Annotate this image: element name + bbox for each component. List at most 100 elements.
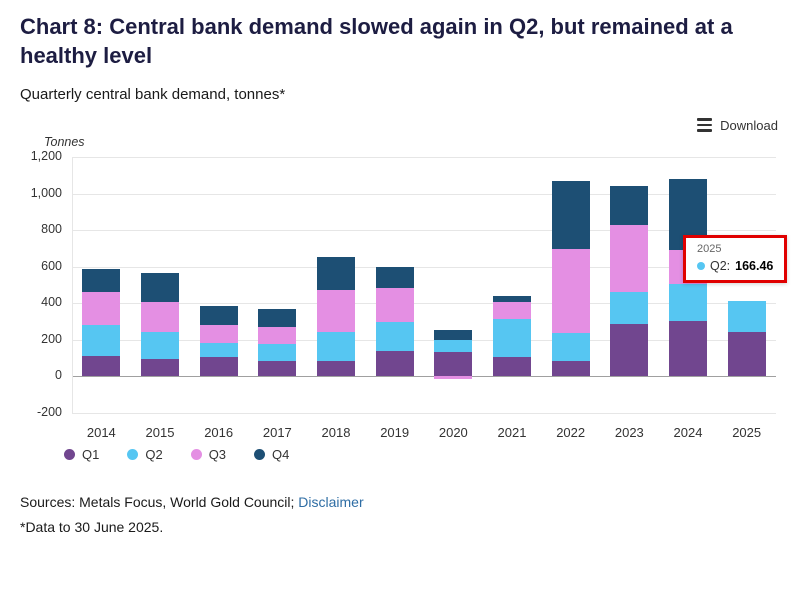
tooltip-year: 2025 <box>697 243 722 256</box>
bar-2014-Q2[interactable] <box>82 325 121 357</box>
bar-2019-Q4[interactable] <box>375 266 414 288</box>
gridline-600 <box>72 266 776 268</box>
bar-2021-Q1[interactable] <box>493 357 531 377</box>
bar-2024-Q1[interactable] <box>669 320 707 377</box>
chart-area: Tonnes 2025 Q2: 166.46 1,200 1,000 800 600 4… <box>20 135 788 441</box>
bar-2020-Q1[interactable] <box>434 351 473 377</box>
gridline-200 <box>72 339 776 341</box>
bar-2016-Q4[interactable] <box>199 306 238 326</box>
x-tick-2025: 2025 <box>732 425 762 441</box>
bar-2022-Q4[interactable] <box>551 180 590 249</box>
sources-line: Sources: Metals Focus, World Gold Counci… <box>20 494 778 510</box>
x-tick-2020: 2020 <box>438 425 468 441</box>
bar-2024-Q2[interactable] <box>669 283 707 321</box>
disclaimer-link[interactable]: Disclaimer <box>298 494 364 511</box>
sources-text: Sources: Metals Focus, World Gold Counci… <box>20 494 299 511</box>
gridline-0 <box>72 376 776 378</box>
y-tick-label-600: 600 <box>41 258 62 273</box>
legend-item-Q3[interactable]: Q3 <box>190 447 227 463</box>
menu-icon <box>697 118 713 132</box>
bar-2023-Q2[interactable] <box>610 292 649 325</box>
bar-2022-Q2[interactable] <box>551 332 590 362</box>
bar-2021-Q4[interactable] <box>493 296 531 302</box>
x-tick-2016: 2016 <box>204 425 234 441</box>
legend-dot-icon-Q3 <box>190 449 202 461</box>
footnote: *Data to 30 June 2025. <box>20 519 164 536</box>
bar-2017-Q3[interactable] <box>258 327 297 344</box>
gridline--200 <box>72 413 776 415</box>
y-tick-label-0: 0 <box>55 368 62 383</box>
bar-2017-Q4[interactable] <box>258 308 297 328</box>
legend-dot-icon-Q4 <box>254 449 266 461</box>
bar-2019-Q2[interactable] <box>375 321 414 351</box>
x-tick-2015: 2015 <box>145 425 175 441</box>
page-title: Chart 8: Central bank demand slowed agai… <box>20 14 733 69</box>
y-axis-line <box>72 157 73 414</box>
chart-legend: Q1 Q2 Q3 Q4 <box>64 447 778 462</box>
bar-2014-Q3[interactable] <box>82 292 121 326</box>
bar-2016-Q2[interactable] <box>199 342 238 358</box>
bar-2021-Q3[interactable] <box>493 301 531 319</box>
y-tick-label-400: 400 <box>41 295 62 310</box>
bar-2020-Q4[interactable] <box>434 329 473 340</box>
x-tick-2023: 2023 <box>614 425 644 441</box>
x-tick-2018: 2018 <box>321 425 351 441</box>
legend-dot-icon-Q1 <box>64 449 75 461</box>
page: Chart 8: Central bank demand slowed agai… <box>20 14 788 536</box>
x-tick-2014: 2014 <box>86 425 116 441</box>
x-tick-2024: 2024 <box>673 425 703 441</box>
bar-2018-Q2[interactable] <box>317 331 355 361</box>
bar-2018-Q1[interactable] <box>317 360 355 377</box>
bar-2023-Q3[interactable] <box>610 224 649 293</box>
bar-2022-Q3[interactable] <box>551 248 590 333</box>
tooltip-row: Q2: 166.46 <box>697 259 773 273</box>
chart-tooltip: 2025 Q2: 166.46 <box>683 235 788 284</box>
y-tick-label-200: 200 <box>41 331 62 346</box>
y-tick-label-1200: 1,200 <box>30 149 62 164</box>
legend-label-Q2: Q2 <box>145 447 163 463</box>
q2-series-dot-icon <box>697 262 705 271</box>
legend-label-Q3: Q3 <box>208 447 227 463</box>
tooltip-series-label: Q2: <box>710 259 731 274</box>
bar-2015-Q2[interactable] <box>141 332 179 359</box>
bar-2017-Q1[interactable] <box>258 360 297 377</box>
gridline-800 <box>72 230 776 232</box>
x-tick-2021: 2021 <box>497 425 527 441</box>
chart-subtitle: Quarterly central bank demand, tonnes* <box>20 86 286 104</box>
bar-2020-Q3[interactable] <box>434 376 473 379</box>
bar-2015-Q4[interactable] <box>141 272 179 303</box>
bar-2016-Q3[interactable] <box>199 325 238 343</box>
y-tick-label--200: -200 <box>36 405 62 420</box>
gridline-1200 <box>72 157 776 159</box>
download-button[interactable]: Download <box>20 115 778 135</box>
bar-2017-Q2[interactable] <box>258 343 297 361</box>
legend-item-Q4[interactable]: Q4 <box>254 447 289 462</box>
bar-2020-Q2[interactable] <box>434 339 473 352</box>
y-tick-label-800: 800 <box>41 222 62 237</box>
bar-2019-Q3[interactable] <box>375 287 414 322</box>
gridline-400 <box>72 303 776 305</box>
legend-item-Q1[interactable]: Q1 <box>64 447 99 462</box>
bar-2015-Q1[interactable] <box>141 358 179 377</box>
legend-label-Q1: Q1 <box>82 447 100 463</box>
bar-2023-Q1[interactable] <box>610 324 649 377</box>
bar-2018-Q3[interactable] <box>317 290 355 332</box>
bar-2016-Q1[interactable] <box>199 357 238 377</box>
bar-2023-Q4[interactable] <box>610 186 649 225</box>
x-tick-2022: 2022 <box>556 425 586 441</box>
bar-2014-Q4[interactable] <box>82 268 121 293</box>
bar-2025-Q1[interactable] <box>727 331 766 377</box>
bar-2015-Q3[interactable] <box>141 302 179 333</box>
bar-2014-Q1[interactable] <box>82 356 121 377</box>
bar-2019-Q1[interactable] <box>375 350 414 377</box>
gridline-1000 <box>72 193 776 195</box>
bar-2025-Q2[interactable] <box>727 301 766 332</box>
y-axis-unit-label: Tonnes <box>44 135 85 150</box>
legend-dot-icon-Q2 <box>127 449 139 461</box>
legend-label-Q4: Q4 <box>272 447 290 463</box>
bar-2018-Q4[interactable] <box>317 257 355 291</box>
bar-2022-Q1[interactable] <box>551 361 590 377</box>
legend-item-Q2[interactable]: Q2 <box>127 447 163 463</box>
bar-2021-Q2[interactable] <box>493 318 531 358</box>
y-tick-label-1000: 1,000 <box>30 185 62 200</box>
